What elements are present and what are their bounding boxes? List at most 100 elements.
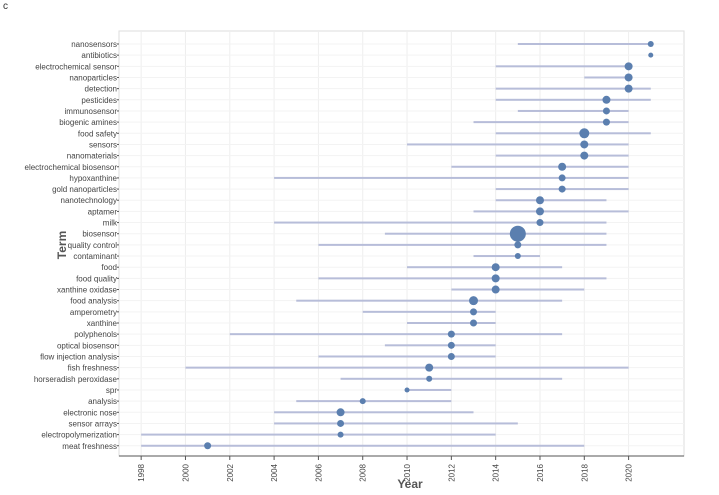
term-range-bar	[185, 366, 629, 369]
y-tick-label: antibiotics	[81, 51, 117, 60]
term-range-bar	[340, 377, 563, 380]
term-median-point	[204, 442, 212, 450]
y-tick-label: electropolymerization	[41, 431, 117, 440]
term-range-bar	[274, 422, 518, 425]
term-median-point	[469, 296, 479, 306]
term-range-bar	[274, 411, 474, 414]
term-median-point	[602, 95, 611, 104]
y-tick-label: amperometry	[70, 308, 117, 317]
term-median-point	[602, 118, 610, 126]
term-range-bar	[141, 444, 585, 447]
term-median-point	[536, 219, 544, 227]
y-axis-title: Term	[55, 231, 69, 259]
x-tick-label: 2016	[536, 463, 545, 481]
term-median-point	[624, 62, 633, 71]
term-range-bar	[495, 199, 607, 202]
term-range-bar	[407, 266, 563, 269]
y-tick-label: gold nanoparticles	[52, 185, 117, 194]
term-range-bar	[407, 322, 496, 324]
term-range-bar	[495, 154, 629, 157]
term-median-point	[426, 375, 433, 382]
y-tick-labels: nanosensors antibiotics electrochemical se…	[25, 40, 119, 451]
term-median-point	[514, 241, 522, 249]
y-tick-label: biogenic amines	[59, 118, 117, 127]
term-range-bar	[517, 43, 651, 45]
term-median-point	[470, 308, 478, 316]
term-range-bar	[495, 65, 629, 68]
term-median-point	[509, 225, 526, 242]
y-tick-label: sensors	[89, 140, 117, 149]
term-median-point	[648, 52, 654, 58]
y-tick-label: quality control	[68, 241, 118, 250]
term-medians	[204, 41, 654, 450]
x-tick-label: 2006	[314, 463, 323, 481]
y-tick-label: optical biosensor	[57, 341, 117, 350]
term-ranges	[141, 43, 652, 447]
term-range-bar	[296, 299, 563, 302]
y-tick-label: spr	[106, 386, 117, 395]
x-axis-title: Year	[397, 477, 423, 491]
y-tick-label: meat freshness	[62, 442, 117, 451]
panel-label: c	[3, 1, 8, 12]
y-tick-label: horseradish peroxidase	[34, 375, 118, 384]
term-range-bar	[517, 109, 629, 112]
y-tick-label: immunosensor	[65, 107, 118, 116]
y-tick-label: food safety	[78, 129, 117, 138]
x-tick-label: 2020	[625, 463, 634, 481]
term-median-point	[337, 419, 345, 427]
term-median-point	[337, 431, 344, 438]
y-tick-label: xanthine	[87, 319, 118, 328]
y-tick-label: electronic nose	[63, 408, 117, 417]
x-tick-label: 2010	[403, 463, 412, 481]
term-median-point	[535, 196, 544, 205]
term-median-point	[602, 107, 610, 115]
term-range-bar	[318, 355, 496, 358]
term-median-point	[447, 341, 455, 349]
y-tick-label: aptamer	[88, 207, 118, 216]
term-median-point	[580, 151, 589, 160]
y-tick-label: biosensor	[82, 230, 117, 239]
y-tick-label: contaminant	[73, 252, 117, 261]
term-range-bar	[407, 143, 629, 146]
x-tick-label: 2018	[580, 463, 589, 481]
term-median-point	[491, 274, 500, 283]
term-median-point	[491, 285, 500, 294]
term-median-point	[535, 207, 544, 216]
term-median-point	[558, 174, 566, 182]
term-median-point	[470, 319, 478, 327]
term-range-bar	[229, 333, 563, 336]
x-tick-label: 2014	[492, 463, 501, 481]
x-tick-label: 2012	[447, 463, 456, 481]
y-tick-label: polyphenols	[74, 330, 117, 339]
y-tick-label: milk	[103, 219, 118, 228]
term-median-point	[647, 41, 654, 47]
x-tick-labels: 1998 2000 2002 2004 2006 2008 2010 2012 2014 2016…	[137, 456, 634, 482]
grid	[119, 31, 684, 456]
y-tick-label: analysis	[88, 397, 117, 406]
term-range-bar	[141, 433, 496, 436]
term-range-bar	[274, 176, 629, 179]
term-range-bar	[407, 388, 452, 391]
x-tick-label: 2002	[226, 463, 235, 481]
y-tick-label: food quality	[76, 274, 117, 283]
term-range-bar	[473, 255, 540, 258]
x-tick-label: 2008	[359, 463, 368, 481]
y-tick-label: sensor arrays	[69, 419, 117, 428]
term-median-point	[558, 185, 566, 193]
term-range-bar	[296, 400, 452, 403]
term-range-bar	[384, 344, 496, 347]
term-range-bar	[318, 277, 607, 280]
x-tick-label: 2004	[270, 463, 279, 481]
term-range-bar	[451, 165, 629, 168]
term-range-bar	[384, 232, 607, 235]
term-median-point	[580, 140, 589, 149]
term-median-point	[359, 398, 366, 405]
term-median-point	[624, 84, 633, 93]
term-range-bar	[274, 221, 607, 224]
term-range-bar	[473, 121, 629, 124]
term-median-point	[514, 253, 521, 260]
y-tick-label: nanotechnology	[61, 196, 118, 205]
y-tick-label: food analysis	[70, 297, 117, 306]
term-range-bar	[584, 76, 629, 79]
